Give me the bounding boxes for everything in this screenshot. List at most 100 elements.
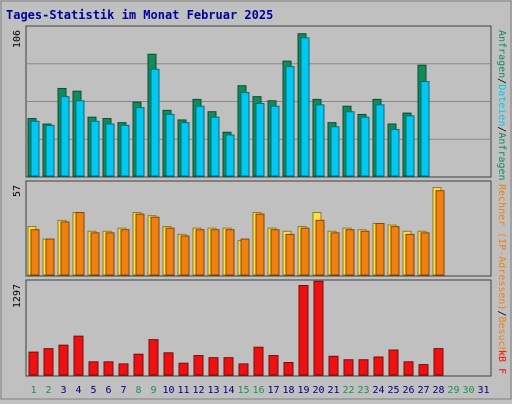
bar-kb-day-27 <box>418 364 429 376</box>
bar-besuche-day-23 <box>360 230 370 276</box>
bar-dateien-day-20 <box>315 104 325 177</box>
bar-kb-day-4 <box>73 335 84 376</box>
bar-dateien-day-7 <box>120 124 130 177</box>
bar-besuche-day-3 <box>60 221 70 276</box>
bar-besuche-day-17 <box>270 229 280 276</box>
legend-middle: Rechner (IP-Adressen)/Besuche <box>496 184 507 359</box>
bar-kb-day-13 <box>208 357 219 376</box>
bar-kb-day-9 <box>148 339 159 376</box>
bar-kb-day-24 <box>373 356 384 376</box>
bar-dateien-day-2 <box>45 124 55 177</box>
legend-top: Anfragen/Dateien/Anfragen <box>496 30 507 181</box>
x-tick-label-day-20: 20 <box>312 385 324 396</box>
bar-besuche-day-16 <box>255 213 265 276</box>
bar-dateien-day-14 <box>225 134 235 177</box>
bar-dateien-day-26 <box>405 115 415 177</box>
bar-dateien-day-23 <box>360 116 370 177</box>
bar-besuche-day-9 <box>150 216 160 276</box>
x-tick-label-day-26: 26 <box>402 385 414 396</box>
bar-kb-day-18 <box>283 362 294 376</box>
bar-kb-day-3 <box>58 344 69 376</box>
bar-besuche-day-10 <box>165 227 175 276</box>
x-tick-label-day-12: 12 <box>192 385 204 396</box>
bar-kb-day-12 <box>193 355 204 376</box>
bar-besuche-day-26 <box>405 233 415 276</box>
bar-kb-day-20 <box>313 280 324 376</box>
legends: Anfragen/Dateien/Anfragen Rechner (IP-Adr… <box>496 30 507 374</box>
bar-dateien-day-24 <box>375 104 385 177</box>
x-tick-label-day-13: 13 <box>207 385 219 396</box>
bar-dateien-day-3 <box>60 96 70 177</box>
bar-kb-day-19 <box>298 284 309 376</box>
bar-dateien-day-21 <box>330 126 340 177</box>
bar-dateien-day-17 <box>270 105 280 177</box>
x-tick-label-day-2: 2 <box>45 385 51 396</box>
bar-kb-day-11 <box>178 362 189 376</box>
bar-besuche-day-4 <box>75 212 85 276</box>
bar-kb-day-10 <box>163 352 174 376</box>
bar-besuche-day-19 <box>300 227 310 276</box>
x-tick-label-day-21: 21 <box>327 385 339 396</box>
x-tick-label-day-15: 15 <box>237 385 249 396</box>
bar-kb-day-14 <box>223 357 234 376</box>
bar-besuche-day-12 <box>195 229 205 276</box>
bar-besuche-day-28 <box>435 190 445 276</box>
bar-kb-day-22 <box>343 359 354 376</box>
bar-dateien-day-15 <box>240 92 250 177</box>
y-max-label: 106 <box>12 30 23 48</box>
x-tick-label-day-10: 10 <box>162 385 174 396</box>
x-tick-label-day-14: 14 <box>222 385 234 396</box>
bar-besuche-day-2 <box>45 238 55 276</box>
panel-anfragen: 106 <box>12 25 492 178</box>
bar-kb-day-7 <box>118 363 129 376</box>
bar-kb-day-17 <box>268 355 279 376</box>
panel-kb: 1297 <box>12 279 492 377</box>
y-max-label: 57 <box>12 185 23 197</box>
panel-rechner: 57 <box>12 180 492 277</box>
x-tick-label-day-29: 29 <box>447 385 459 396</box>
bar-besuche-day-21 <box>330 232 340 276</box>
bar-besuche-day-7 <box>120 229 130 276</box>
x-tick-label-day-5: 5 <box>90 385 96 396</box>
bar-besuche-day-5 <box>90 232 100 276</box>
bar-kb-day-8 <box>133 353 144 376</box>
bar-dateien-day-16 <box>255 103 265 177</box>
x-tick-label-day-6: 6 <box>105 385 111 396</box>
x-tick-label-day-8: 8 <box>135 385 141 396</box>
bar-dateien-day-9 <box>150 68 160 177</box>
bar-dateien-day-10 <box>165 113 175 177</box>
bar-kb-day-5 <box>88 361 99 376</box>
x-tick-label-day-31: 31 <box>477 385 489 396</box>
x-tick-label-day-24: 24 <box>372 385 384 396</box>
bar-besuche-day-1 <box>30 229 40 276</box>
bar-kb-day-23 <box>358 359 369 376</box>
legend-bottom: kB F <box>496 350 507 374</box>
chart-title: Tages-Statistik im Monat Februar 2025 <box>6 8 273 22</box>
x-tick-label-day-25: 25 <box>387 385 399 396</box>
bar-besuche-day-25 <box>390 226 400 276</box>
bar-dateien-day-1 <box>30 120 40 177</box>
x-tick-label-day-28: 28 <box>432 385 444 396</box>
x-tick-label-day-3: 3 <box>60 385 66 396</box>
x-tick-label-day-17: 17 <box>267 385 279 396</box>
x-tick-label-day-7: 7 <box>120 385 126 396</box>
bar-kb-day-1 <box>28 351 39 376</box>
x-axis-labels: 1 2 3 4 5 6 7 8 9 10 11 12 13 14 15 16 17 18 19 20 21 22 23 24 2… <box>30 385 489 396</box>
bar-dateien-day-5 <box>90 120 100 177</box>
bar-dateien-day-27 <box>420 81 430 177</box>
bar-kb-day-25 <box>388 349 399 376</box>
x-tick-label-day-30: 30 <box>462 385 474 396</box>
bar-besuche-day-13 <box>210 229 220 276</box>
x-tick-label-day-22: 22 <box>342 385 354 396</box>
bar-dateien-day-6 <box>105 123 115 177</box>
x-tick-label-day-23: 23 <box>357 385 369 396</box>
x-tick-label-day-4: 4 <box>75 385 81 396</box>
bar-kb-day-28 <box>433 348 444 376</box>
bar-besuche-day-20 <box>315 219 325 276</box>
y-max-label: 1297 <box>12 284 23 308</box>
bar-kb-day-26 <box>403 361 414 376</box>
x-tick-label-day-9: 9 <box>150 385 156 396</box>
bar-dateien-day-12 <box>195 105 205 177</box>
